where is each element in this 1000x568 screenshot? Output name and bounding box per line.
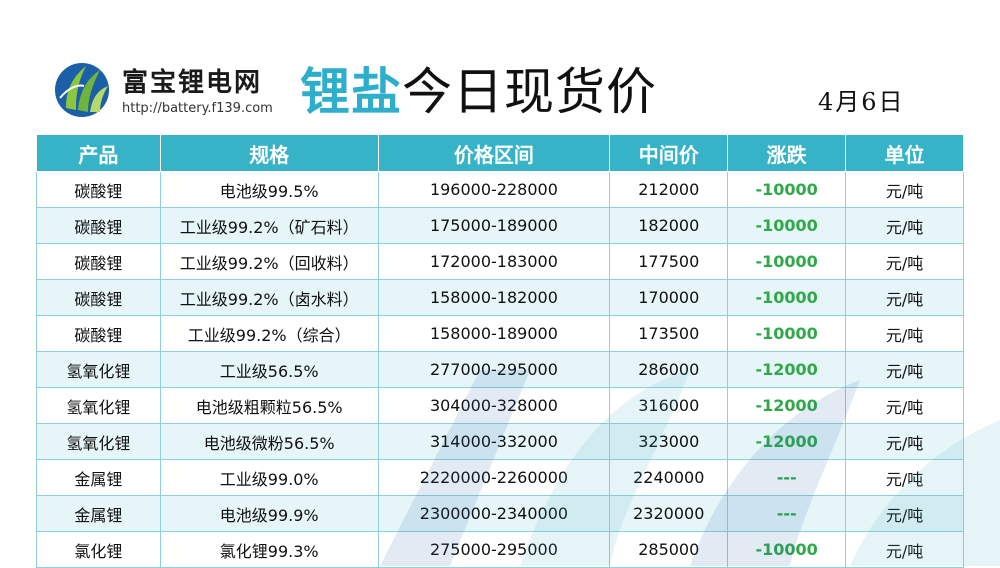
col-header-range: 价格区间 xyxy=(377,134,611,172)
cell-range: 304000-328000 xyxy=(377,387,611,424)
cell-change: --- xyxy=(727,495,847,532)
cell-product: 氢氧化锂 xyxy=(36,351,161,388)
report-date: 4月6日 xyxy=(818,88,905,116)
brand-name: 富宝锂电网 xyxy=(122,68,263,98)
table-row: 氯化锂 氯化锂99.3% 275000-295000 285000 -10000… xyxy=(36,531,964,568)
cell-range: 2220000-2260000 xyxy=(377,459,611,496)
cell-spec: 工业级99.2%（矿石料） xyxy=(159,207,379,244)
col-header-product: 产品 xyxy=(36,134,161,172)
cell-change: -10000 xyxy=(727,207,847,244)
cell-change: -10000 xyxy=(727,171,847,208)
cell-unit: 元/吨 xyxy=(845,387,964,424)
cell-mid: 286000 xyxy=(609,351,729,388)
cell-change: -10000 xyxy=(727,315,847,352)
cell-range: 196000-228000 xyxy=(377,171,611,208)
cell-spec: 工业级99.0% xyxy=(159,459,379,496)
cell-mid: 316000 xyxy=(609,387,729,424)
cell-unit: 元/吨 xyxy=(845,531,964,568)
cell-spec: 工业级56.5% xyxy=(159,351,379,388)
col-header-mid: 中间价 xyxy=(609,134,729,172)
col-header-spec: 规格 xyxy=(159,134,379,172)
cell-product: 碳酸锂 xyxy=(36,279,161,316)
cell-mid: 2320000 xyxy=(609,495,729,532)
cell-spec: 氯化锂99.3% xyxy=(159,531,379,568)
cell-spec: 电池级微粉56.5% xyxy=(159,423,379,460)
table-row: 氢氧化锂 工业级56.5% 277000-295000 286000 -1200… xyxy=(36,351,964,388)
title-accent: 锂盐 xyxy=(300,63,402,121)
cell-range: 314000-332000 xyxy=(377,423,611,460)
cell-spec: 电池级粗颗粒56.5% xyxy=(159,387,379,424)
cell-unit: 元/吨 xyxy=(845,171,964,208)
page-title: 锂盐今日现货价 xyxy=(300,52,657,124)
cell-mid: 170000 xyxy=(609,279,729,316)
cell-product: 金属锂 xyxy=(36,459,161,496)
col-header-unit: 单位 xyxy=(845,134,964,172)
brand-url[interactable]: http://battery.f139.com xyxy=(122,101,273,116)
table-header-row: 产品 规格 价格区间 中间价 涨跌 单位 xyxy=(36,134,964,172)
cell-unit: 元/吨 xyxy=(845,423,964,460)
table-row: 氢氧化锂 电池级微粉56.5% 314000-332000 323000 -12… xyxy=(36,423,964,460)
cell-range: 2300000-2340000 xyxy=(377,495,611,532)
cell-product: 金属锂 xyxy=(36,495,161,532)
cell-unit: 元/吨 xyxy=(845,279,964,316)
cell-spec: 工业级99.2%（回收料） xyxy=(159,243,379,280)
cell-change: -10000 xyxy=(727,279,847,316)
page-header: 富宝锂电网 http://battery.f139.com 锂盐今日现货价 4月… xyxy=(0,0,1000,130)
cell-product: 氢氧化锂 xyxy=(36,387,161,424)
cell-range: 158000-182000 xyxy=(377,279,611,316)
cell-unit: 元/吨 xyxy=(845,351,964,388)
cell-product: 氯化锂 xyxy=(36,531,161,568)
cell-product: 碳酸锂 xyxy=(36,315,161,352)
title-main: 今日现货价 xyxy=(402,63,657,121)
cell-product: 氢氧化锂 xyxy=(36,423,161,460)
cell-range: 275000-295000 xyxy=(377,531,611,568)
table-row: 碳酸锂 工业级99.2%（综合） 158000-189000 173500 -1… xyxy=(36,315,964,352)
col-header-change: 涨跌 xyxy=(727,134,847,172)
cell-mid: 177500 xyxy=(609,243,729,280)
cell-range: 172000-183000 xyxy=(377,243,611,280)
cell-change: -12000 xyxy=(727,351,847,388)
table-row: 碳酸锂 工业级99.2%（矿石料） 175000-189000 182000 -… xyxy=(36,207,964,244)
cell-mid: 182000 xyxy=(609,207,729,244)
cell-spec: 工业级99.2%（卤水料） xyxy=(159,279,379,316)
cell-product: 碳酸锂 xyxy=(36,207,161,244)
cell-change: -10000 xyxy=(727,243,847,280)
leaf-logo-icon xyxy=(55,63,109,117)
cell-mid: 285000 xyxy=(609,531,729,568)
table-row: 氢氧化锂 电池级粗颗粒56.5% 304000-328000 316000 -1… xyxy=(36,387,964,424)
cell-product: 碳酸锂 xyxy=(36,243,161,280)
table-row: 碳酸锂 工业级99.2%（卤水料） 158000-182000 170000 -… xyxy=(36,279,964,316)
cell-change: -12000 xyxy=(727,387,847,424)
cell-spec: 电池级99.5% xyxy=(159,171,379,208)
cell-change: -12000 xyxy=(727,423,847,460)
cell-unit: 元/吨 xyxy=(845,495,964,532)
cell-mid: 173500 xyxy=(609,315,729,352)
cell-mid: 212000 xyxy=(609,171,729,208)
table-row: 碳酸锂 工业级99.2%（回收料） 172000-183000 177500 -… xyxy=(36,243,964,280)
cell-range: 277000-295000 xyxy=(377,351,611,388)
cell-change: -10000 xyxy=(727,531,847,568)
table-row: 金属锂 工业级99.0% 2220000-2260000 2240000 ---… xyxy=(36,459,964,496)
cell-spec: 电池级99.9% xyxy=(159,495,379,532)
cell-change: --- xyxy=(727,459,847,496)
cell-range: 175000-189000 xyxy=(377,207,611,244)
table-row: 金属锂 电池级99.9% 2300000-2340000 2320000 ---… xyxy=(36,495,964,532)
cell-mid: 323000 xyxy=(609,423,729,460)
cell-product: 碳酸锂 xyxy=(36,171,161,208)
cell-unit: 元/吨 xyxy=(845,315,964,352)
cell-mid: 2240000 xyxy=(609,459,729,496)
cell-unit: 元/吨 xyxy=(845,207,964,244)
cell-range: 158000-189000 xyxy=(377,315,611,352)
cell-unit: 元/吨 xyxy=(845,243,964,280)
cell-spec: 工业级99.2%（综合） xyxy=(159,315,379,352)
table-row: 碳酸锂 电池级99.5% 196000-228000 212000 -10000… xyxy=(36,171,964,208)
price-table: 产品 规格 价格区间 中间价 涨跌 单位 碳酸锂 电池级99.5% 196000… xyxy=(36,134,964,568)
cell-unit: 元/吨 xyxy=(845,459,964,496)
